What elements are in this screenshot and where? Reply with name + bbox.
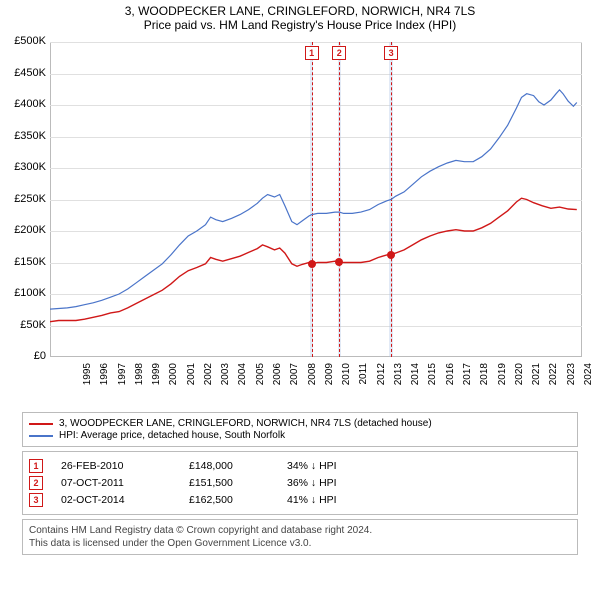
x-tick-label: 2016 <box>445 363 456 397</box>
transaction-marker: 3 <box>29 493 43 507</box>
y-tick-label: £450K <box>2 67 46 79</box>
y-tick-label: £150K <box>2 256 46 268</box>
x-tick-label: 2005 <box>255 363 266 397</box>
x-tick-label: 1996 <box>99 363 110 397</box>
sale-dot <box>308 260 316 268</box>
transaction-delta: 41% ↓ HPI <box>287 494 387 506</box>
x-tick-label: 2004 <box>237 363 248 397</box>
x-tick-label: 2023 <box>566 363 577 397</box>
transaction-price: £162,500 <box>189 494 269 506</box>
x-tick-label: 2012 <box>376 363 387 397</box>
transaction-date: 26-FEB-2010 <box>61 460 171 472</box>
x-tick-label: 2015 <box>427 363 438 397</box>
y-tick-label: £300K <box>2 161 46 173</box>
transaction-marker: 2 <box>29 476 43 490</box>
y-tick-label: £100K <box>2 287 46 299</box>
y-tick-label: £200K <box>2 224 46 236</box>
chart-title: 3, WOODPECKER LANE, CRINGLEFORD, NORWICH… <box>0 4 600 18</box>
y-tick-label: £250K <box>2 193 46 205</box>
transaction-row: 1 26-FEB-2010 £148,000 34% ↓ HPI <box>29 459 571 473</box>
x-tick-label: 2006 <box>272 363 283 397</box>
x-tick-label: 1995 <box>82 363 93 397</box>
transaction-row: 2 07-OCT-2011 £151,500 36% ↓ HPI <box>29 476 571 490</box>
x-tick-label: 2017 <box>462 363 473 397</box>
x-tick-label: 2008 <box>307 363 318 397</box>
transaction-date: 02-OCT-2014 <box>61 494 171 506</box>
chart-area: £0 £50K £100K £150K £200K £250K £300K £350K £400… <box>0 36 600 406</box>
chart-subtitle: Price paid vs. HM Land Registry's House … <box>0 18 600 32</box>
footer-attribution: Contains HM Land Registry data © Crown c… <box>22 519 578 555</box>
x-tick-label: 2020 <box>514 363 525 397</box>
legend-swatch <box>29 423 53 425</box>
transaction-price: £151,500 <box>189 477 269 489</box>
y-tick-label: £350K <box>2 130 46 142</box>
x-tick-label: 2010 <box>341 363 352 397</box>
legend-item: HPI: Average price, detached house, Sout… <box>29 430 571 441</box>
legend-box: 3, WOODPECKER LANE, CRINGLEFORD, NORWICH… <box>22 412 578 447</box>
transaction-price: £148,000 <box>189 460 269 472</box>
x-tick-label: 1999 <box>151 363 162 397</box>
transactions-table: 1 26-FEB-2010 £148,000 34% ↓ HPI 2 07-OCT-201… <box>22 451 578 515</box>
transaction-date: 07-OCT-2011 <box>61 477 171 489</box>
series-hpi <box>50 90 577 309</box>
legend-item: 3, WOODPECKER LANE, CRINGLEFORD, NORWICH… <box>29 418 571 429</box>
legend-label: HPI: Average price, detached house, Sout… <box>59 430 285 441</box>
x-tick-label: 2007 <box>289 363 300 397</box>
x-tick-label: 2018 <box>479 363 490 397</box>
x-tick-label: 2003 <box>220 363 231 397</box>
y-tick-label: £400K <box>2 98 46 110</box>
x-tick-label: 2001 <box>186 363 197 397</box>
sale-dot <box>335 258 343 266</box>
x-tick-label: 2021 <box>531 363 542 397</box>
y-tick-label: £50K <box>2 319 46 331</box>
x-tick-label: 2013 <box>393 363 404 397</box>
transaction-delta: 34% ↓ HPI <box>287 460 387 472</box>
y-tick-label: £500K <box>2 35 46 47</box>
x-tick-label: 2009 <box>324 363 335 397</box>
transaction-delta: 36% ↓ HPI <box>287 477 387 489</box>
y-tick-label: £0 <box>2 350 46 362</box>
footer-line-2: This data is licensed under the Open Gov… <box>29 537 571 550</box>
legend-swatch <box>29 435 53 437</box>
x-tick-label: 2002 <box>203 363 214 397</box>
line-series-layer <box>50 42 582 357</box>
x-tick-label: 1997 <box>117 363 128 397</box>
x-tick-label: 2000 <box>168 363 179 397</box>
x-tick-label: 2022 <box>548 363 559 397</box>
footer-line-1: Contains HM Land Registry data © Crown c… <box>29 524 571 537</box>
x-tick-label: 2011 <box>358 363 369 397</box>
sale-dot <box>387 251 395 259</box>
transaction-marker: 1 <box>29 459 43 473</box>
x-tick-label: 2014 <box>410 363 421 397</box>
transaction-row: 3 02-OCT-2014 £162,500 41% ↓ HPI <box>29 493 571 507</box>
x-tick-label: 2024 <box>583 363 594 397</box>
x-tick-label: 1998 <box>134 363 145 397</box>
x-tick-label: 2019 <box>497 363 508 397</box>
legend-label: 3, WOODPECKER LANE, CRINGLEFORD, NORWICH… <box>59 418 432 429</box>
